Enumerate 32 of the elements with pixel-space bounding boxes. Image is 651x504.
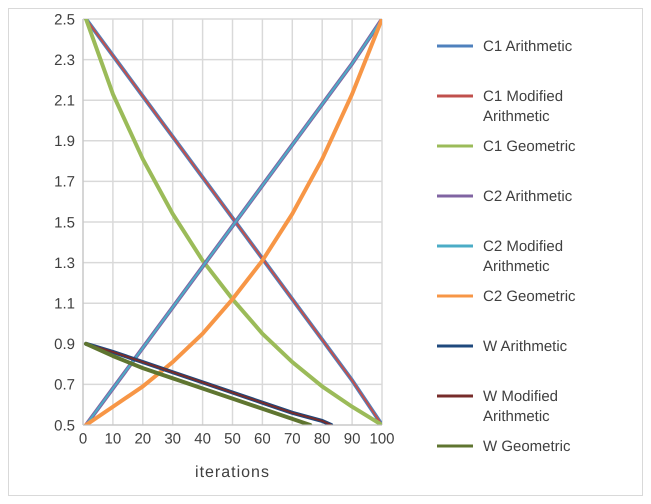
x-tick-label: 30	[164, 430, 182, 448]
y-tick-label: 2.1	[54, 92, 75, 110]
y-tick-label: 1.7	[54, 174, 75, 191]
x-tick-label: 10	[104, 430, 122, 448]
y-tick-label: 1.3	[54, 254, 75, 272]
y-tick-label: 0.5	[54, 417, 75, 434]
legend-label: C1 Modified Arithmetic	[483, 87, 564, 127]
legend-label: C2 Modified Arithmetic	[483, 237, 564, 277]
x-tick-label: 70	[284, 430, 301, 448]
y-tick-label: 2.5	[54, 11, 75, 28]
legend-label: C2 Arithmetic	[483, 187, 574, 207]
y-tick-label: 2.3	[54, 52, 75, 69]
x-tick-label: 20	[134, 430, 152, 448]
x-tick-label: 40	[194, 430, 211, 448]
x-tick-label: 60	[254, 430, 271, 448]
legend-label: C1 Geometric	[483, 137, 577, 157]
y-tick-label: 1.5	[54, 214, 75, 232]
legend-label: W Arithmetic	[483, 337, 568, 357]
x-tick-label: 100	[369, 430, 395, 448]
legend-label: W Geometric	[483, 437, 572, 457]
legend-label: C1 Arithmetic	[483, 37, 574, 57]
y-tick-label: 0.7	[54, 376, 75, 394]
legend-label: W Modified Arithmetic	[483, 387, 560, 427]
x-axis-title: iterations	[195, 464, 270, 481]
x-tick-label: 90	[344, 430, 360, 448]
x-tick-label: 0	[78, 430, 88, 448]
x-tick-label: 50	[224, 430, 241, 448]
y-tick-label: 1.9	[54, 133, 75, 150]
legend-label: C2 Geometric	[483, 287, 577, 307]
y-tick-label: 0.9	[54, 336, 75, 354]
y-tick-label: 1.1	[54, 296, 75, 313]
x-tick-label: 80	[314, 430, 331, 448]
